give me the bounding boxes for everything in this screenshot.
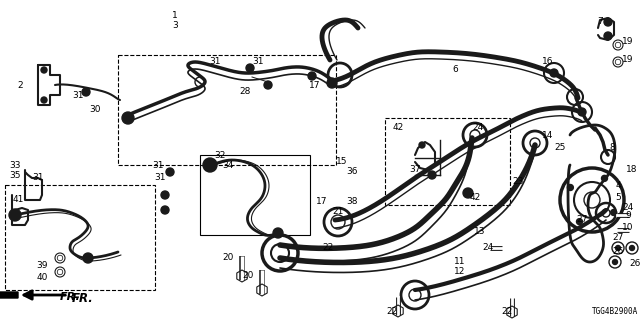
- Text: 18: 18: [627, 165, 637, 174]
- Circle shape: [308, 72, 316, 80]
- Text: 15: 15: [336, 157, 348, 166]
- Text: 22: 22: [501, 308, 513, 316]
- Text: 24: 24: [483, 244, 493, 252]
- Text: 24: 24: [472, 124, 484, 132]
- Text: TGG4B2900A: TGG4B2900A: [592, 307, 638, 316]
- Circle shape: [83, 253, 93, 263]
- Text: 39: 39: [36, 260, 48, 269]
- Text: 9: 9: [625, 211, 631, 220]
- Text: 1: 1: [172, 11, 178, 20]
- Text: 8: 8: [609, 143, 615, 153]
- Text: 28: 28: [239, 87, 251, 97]
- Text: 10: 10: [622, 222, 634, 231]
- Text: 27: 27: [612, 234, 624, 243]
- Circle shape: [203, 158, 217, 172]
- Text: 16: 16: [542, 58, 554, 67]
- Circle shape: [41, 67, 47, 73]
- Text: 42: 42: [469, 194, 481, 203]
- Text: 31: 31: [209, 58, 221, 67]
- Bar: [5, 185, 155, 290]
- Text: 21: 21: [332, 207, 344, 217]
- Circle shape: [273, 228, 283, 238]
- Text: 2: 2: [17, 81, 23, 90]
- Text: 31: 31: [252, 58, 264, 67]
- Text: 31: 31: [152, 161, 164, 170]
- Text: 31: 31: [32, 173, 44, 182]
- Text: 34: 34: [222, 161, 234, 170]
- Circle shape: [577, 219, 582, 225]
- Circle shape: [166, 168, 174, 176]
- Text: 26: 26: [612, 247, 624, 257]
- Circle shape: [122, 112, 134, 124]
- Text: 42: 42: [392, 124, 404, 132]
- Circle shape: [567, 185, 573, 190]
- Text: FR.: FR.: [72, 292, 93, 306]
- Text: 35: 35: [9, 171, 20, 180]
- Text: 13: 13: [474, 228, 486, 236]
- Text: 27: 27: [576, 215, 588, 225]
- Circle shape: [550, 69, 558, 77]
- Text: 37: 37: [409, 165, 420, 174]
- Text: 14: 14: [542, 131, 554, 140]
- Circle shape: [9, 209, 21, 221]
- Circle shape: [604, 32, 612, 40]
- Text: 19: 19: [622, 37, 634, 46]
- Circle shape: [578, 108, 586, 116]
- Text: 6: 6: [452, 66, 458, 75]
- Text: 30: 30: [89, 106, 100, 115]
- Text: 20: 20: [243, 270, 253, 279]
- Circle shape: [419, 142, 425, 148]
- Text: 19: 19: [622, 55, 634, 65]
- Text: 41: 41: [12, 196, 24, 204]
- Circle shape: [264, 81, 272, 89]
- Circle shape: [604, 18, 612, 26]
- Circle shape: [630, 245, 634, 251]
- Circle shape: [161, 191, 169, 199]
- Bar: [118, 55, 336, 165]
- Bar: [385, 118, 510, 205]
- Circle shape: [327, 78, 337, 88]
- Text: 11: 11: [454, 258, 466, 267]
- Circle shape: [616, 245, 621, 251]
- Text: 25: 25: [554, 143, 566, 153]
- Text: 36: 36: [346, 167, 358, 177]
- Text: 17: 17: [309, 81, 321, 90]
- Circle shape: [41, 97, 47, 103]
- Text: 24: 24: [622, 204, 634, 212]
- Text: 12: 12: [454, 268, 466, 276]
- Text: 22: 22: [323, 244, 333, 252]
- Text: FR.: FR.: [60, 292, 81, 302]
- Text: 33: 33: [9, 161, 20, 170]
- Text: 7: 7: [597, 18, 603, 27]
- Circle shape: [611, 210, 617, 215]
- FancyArrow shape: [0, 289, 18, 301]
- Text: 17: 17: [316, 197, 328, 206]
- Text: 38: 38: [346, 197, 358, 206]
- Text: 31: 31: [154, 173, 166, 182]
- Text: 23: 23: [512, 178, 524, 187]
- Circle shape: [82, 88, 90, 96]
- Text: 31: 31: [72, 91, 84, 100]
- Text: 20: 20: [222, 253, 234, 262]
- Circle shape: [612, 260, 618, 265]
- Text: 22: 22: [387, 308, 397, 316]
- Text: 3: 3: [172, 20, 178, 29]
- Text: 32: 32: [214, 150, 226, 159]
- Circle shape: [161, 206, 169, 214]
- Text: 4: 4: [615, 180, 621, 189]
- Circle shape: [463, 188, 473, 198]
- Text: 26: 26: [629, 259, 640, 268]
- Text: 40: 40: [36, 273, 48, 282]
- Circle shape: [246, 64, 254, 72]
- Bar: [200, 155, 310, 235]
- Text: 5: 5: [615, 193, 621, 202]
- Circle shape: [428, 171, 436, 179]
- Circle shape: [602, 175, 607, 181]
